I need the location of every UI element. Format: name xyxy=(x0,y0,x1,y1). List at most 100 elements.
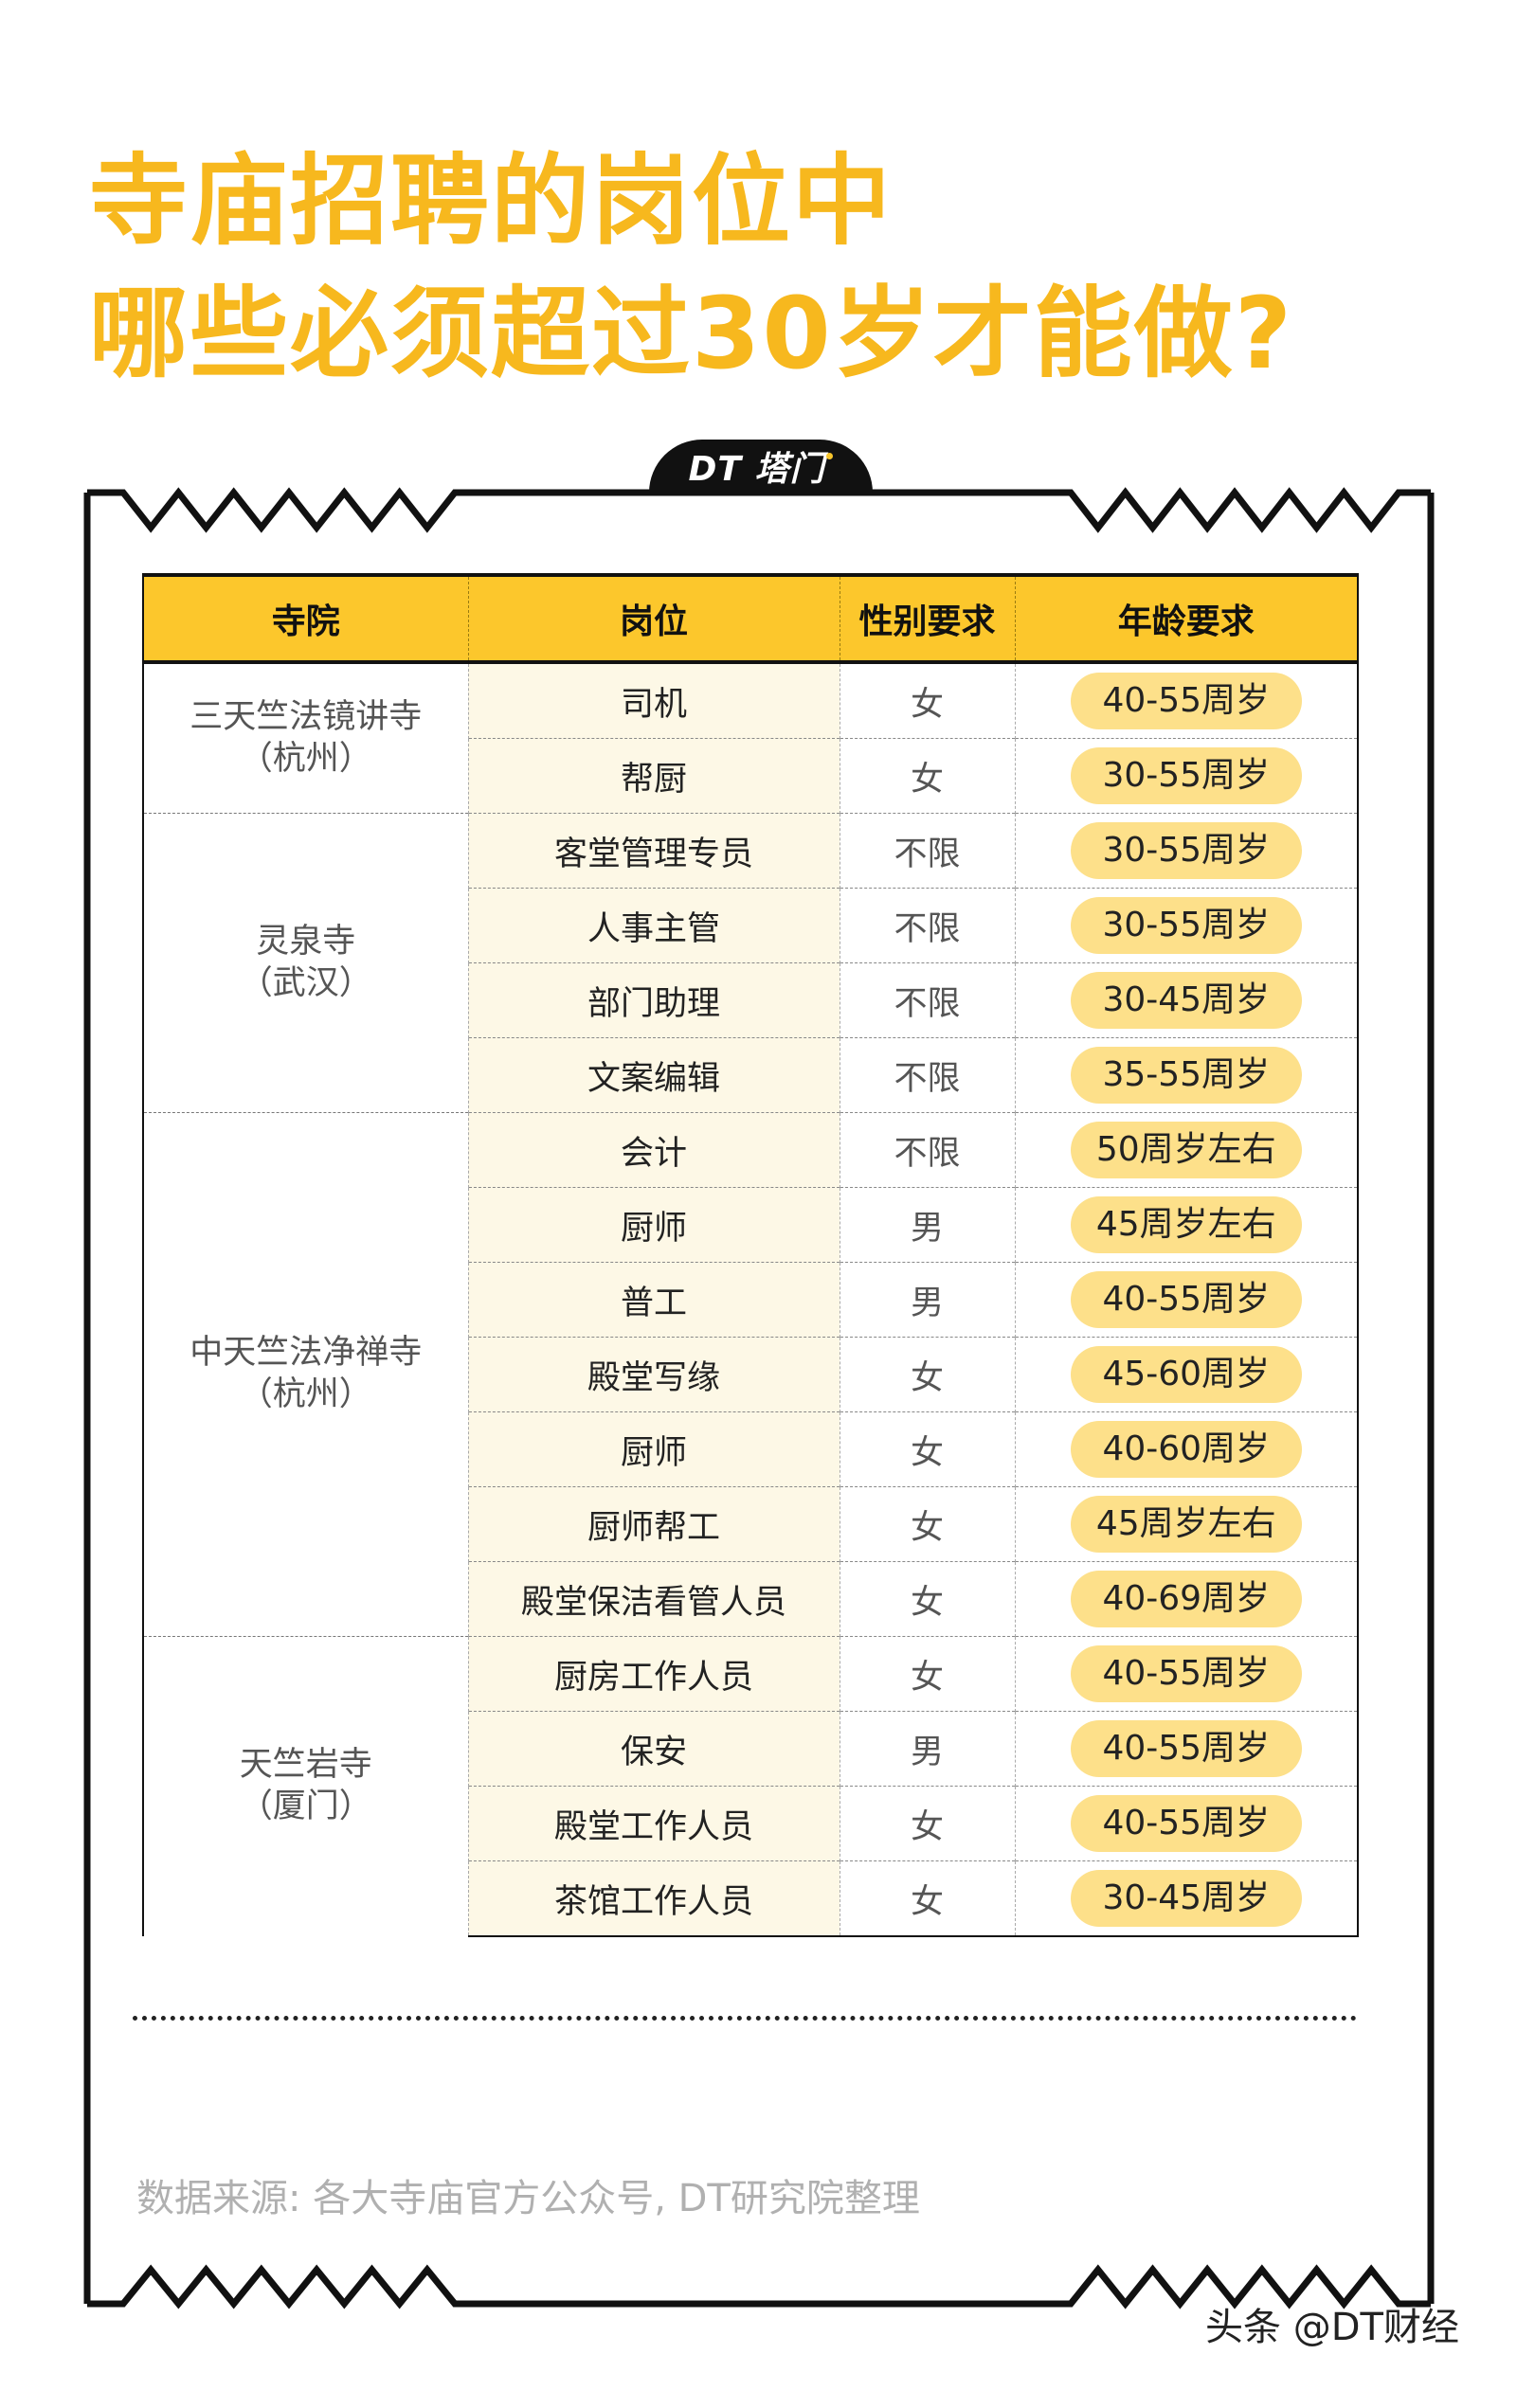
frame-top-border xyxy=(87,487,1431,533)
position-cell: 殿堂写缘 xyxy=(467,1337,840,1412)
gender-cell: 女 xyxy=(839,738,1015,814)
age-pill: 35-55周岁 xyxy=(1070,1047,1302,1104)
age-cell: 30-45周岁 xyxy=(1014,962,1359,1038)
age-pill: 40-55周岁 xyxy=(1070,673,1302,729)
age-cell: 30-55周岁 xyxy=(1014,813,1359,889)
age-pill: 40-55周岁 xyxy=(1070,1271,1302,1328)
age-pill: 50周岁左右 xyxy=(1070,1122,1302,1178)
age-pill: 40-55周岁 xyxy=(1070,1645,1302,1702)
table-row: 文案编辑 不限 35-55周岁 xyxy=(143,1037,1359,1113)
age-cell: 40-55周岁 xyxy=(1014,1711,1359,1787)
gender-cell: 男 xyxy=(839,1711,1015,1787)
age-cell: 50周岁左右 xyxy=(1014,1112,1359,1188)
job-table: 寺院 岗位 性别要求 年龄要求 三天竺法镜讲寺 （杭州） 司机女 40-55周岁 帮厨女… xyxy=(142,573,1359,1937)
table-row: 殿堂保洁看管人员女 40-69周岁 xyxy=(143,1561,1359,1637)
position-cell: 司机 xyxy=(467,661,840,739)
gender-cell: 女 xyxy=(839,1860,1015,1937)
table-row: 保安男 40-55周岁 xyxy=(143,1711,1359,1787)
position-cell: 殿堂工作人员 xyxy=(467,1786,840,1861)
age-cell: 35-55周岁 xyxy=(1014,1037,1359,1113)
age-pill: 30-55周岁 xyxy=(1070,747,1302,804)
position-cell: 殿堂保洁看管人员 xyxy=(467,1561,840,1637)
age-cell: 45周岁左右 xyxy=(1014,1187,1359,1263)
age-cell: 45周岁左右 xyxy=(1014,1486,1359,1562)
age-pill: 30-55周岁 xyxy=(1070,822,1302,879)
gender-cell: 男 xyxy=(839,1187,1015,1263)
position-cell: 厨师 xyxy=(467,1411,840,1487)
gender-cell: 不限 xyxy=(839,813,1015,889)
gender-cell: 女 xyxy=(839,1786,1015,1861)
age-cell: 40-60周岁 xyxy=(1014,1411,1359,1487)
gender-cell: 不限 xyxy=(839,888,1015,963)
age-cell: 45-60周岁 xyxy=(1014,1337,1359,1412)
position-cell: 保安 xyxy=(467,1711,840,1787)
temple-cell: 中天竺法净禅寺 （杭州） xyxy=(142,1112,468,1637)
age-pill: 40-55周岁 xyxy=(1070,1720,1302,1777)
table-row: 天竺岩寺 （厦门） 厨房工作人员女 40-55周岁 xyxy=(142,1636,1359,1936)
title-line-1: 寺庙招聘的岗位中 xyxy=(89,143,894,259)
table-row: 帮厨女 30-55周岁 xyxy=(143,738,1359,814)
age-cell: 40-55周岁 xyxy=(1014,1262,1359,1338)
temple-city: （杭州） xyxy=(239,739,372,778)
position-cell: 会计 xyxy=(467,1112,840,1188)
temple-name: 灵泉寺 xyxy=(256,922,356,961)
gender-cell: 女 xyxy=(839,1411,1015,1487)
gender-cell: 女 xyxy=(839,1636,1015,1712)
position-cell: 部门助理 xyxy=(467,962,840,1038)
age-pill: 30-55周岁 xyxy=(1070,897,1302,954)
watermark: 头条 @DT财经 xyxy=(1205,2306,1459,2349)
dotted-divider xyxy=(133,2016,1357,2021)
age-cell: 30-55周岁 xyxy=(1014,888,1359,963)
position-cell: 厨房工作人员 xyxy=(467,1636,840,1712)
age-pill: 45周岁左右 xyxy=(1070,1496,1302,1553)
temple-city: （厦门） xyxy=(239,1788,372,1825)
gender-cell: 男 xyxy=(839,1262,1015,1338)
header-age: 年龄要求 xyxy=(1014,573,1359,664)
table-row: 中天竺法净禅寺 （杭州） 会计 不限 50周岁左右 xyxy=(142,1112,1359,1637)
position-cell: 文案编辑 xyxy=(467,1037,840,1113)
table-row: 厨师帮工女 45周岁左右 xyxy=(143,1486,1359,1562)
table-row: 普工男 40-55周岁 xyxy=(143,1262,1359,1338)
table-row: 茶馆工作人员女 30-45周岁 xyxy=(143,1860,1359,1937)
temple-name: 三天竺法镜讲寺 xyxy=(190,697,423,736)
age-pill: 40-55周岁 xyxy=(1070,1795,1302,1852)
position-cell: 茶馆工作人员 xyxy=(467,1860,840,1937)
age-pill: 45-60周岁 xyxy=(1070,1346,1302,1403)
table-row: 部门助理 不限 30-45周岁 xyxy=(143,962,1359,1038)
header-position: 岗位 xyxy=(467,573,840,664)
table-row: 人事主管 不限 30-55周岁 xyxy=(143,888,1359,963)
age-cell: 40-69周岁 xyxy=(1014,1561,1359,1637)
frame-bottom-border xyxy=(87,2264,1431,2309)
age-cell: 40-55周岁 xyxy=(1014,1786,1359,1861)
position-cell: 人事主管 xyxy=(467,888,840,963)
gender-cell: 不限 xyxy=(839,1037,1015,1113)
logo-dot xyxy=(826,452,834,459)
gender-cell: 女 xyxy=(839,1486,1015,1562)
header-gender: 性别要求 xyxy=(839,573,1015,664)
table-row: 殿堂工作人员女 40-55周岁 xyxy=(143,1786,1359,1861)
temple-name: 中天竺法净禅寺 xyxy=(190,1334,423,1373)
source-note: 数据来源: 各大寺庙官方公众号, DT研究院整理 xyxy=(136,2177,920,2220)
age-cell: 30-45周岁 xyxy=(1014,1860,1359,1937)
gender-cell: 女 xyxy=(839,1337,1015,1412)
gender-cell: 不限 xyxy=(839,1112,1015,1188)
table-row: 厨师男 45周岁左右 xyxy=(143,1187,1359,1263)
position-cell: 厨师帮工 xyxy=(467,1486,840,1562)
table-row: 殿堂写缘女 45-60周岁 xyxy=(143,1337,1359,1412)
age-pill: 30-45周岁 xyxy=(1070,972,1302,1029)
position-cell: 帮厨 xyxy=(467,738,840,814)
age-cell: 30-55周岁 xyxy=(1014,738,1359,814)
temple-cell: 天竺岩寺 （厦门） xyxy=(142,1636,468,1936)
position-cell: 厨师 xyxy=(467,1187,840,1263)
age-pill: 40-69周岁 xyxy=(1070,1571,1302,1627)
temple-name: 天竺岩寺 xyxy=(239,1746,372,1785)
table-row: 厨师女 40-60周岁 xyxy=(143,1411,1359,1487)
table-row: 灵泉寺 （武汉） 客堂管理专员 不限 30-55周岁 xyxy=(142,813,1359,1113)
age-pill: 40-60周岁 xyxy=(1070,1421,1302,1478)
position-cell: 客堂管理专员 xyxy=(467,813,840,889)
gender-cell: 女 xyxy=(839,661,1015,739)
temple-city: （武汉） xyxy=(239,963,372,1002)
table-row: 三天竺法镜讲寺 （杭州） 司机女 40-55周岁 xyxy=(142,661,1359,814)
age-pill: 45周岁左右 xyxy=(1070,1196,1302,1253)
